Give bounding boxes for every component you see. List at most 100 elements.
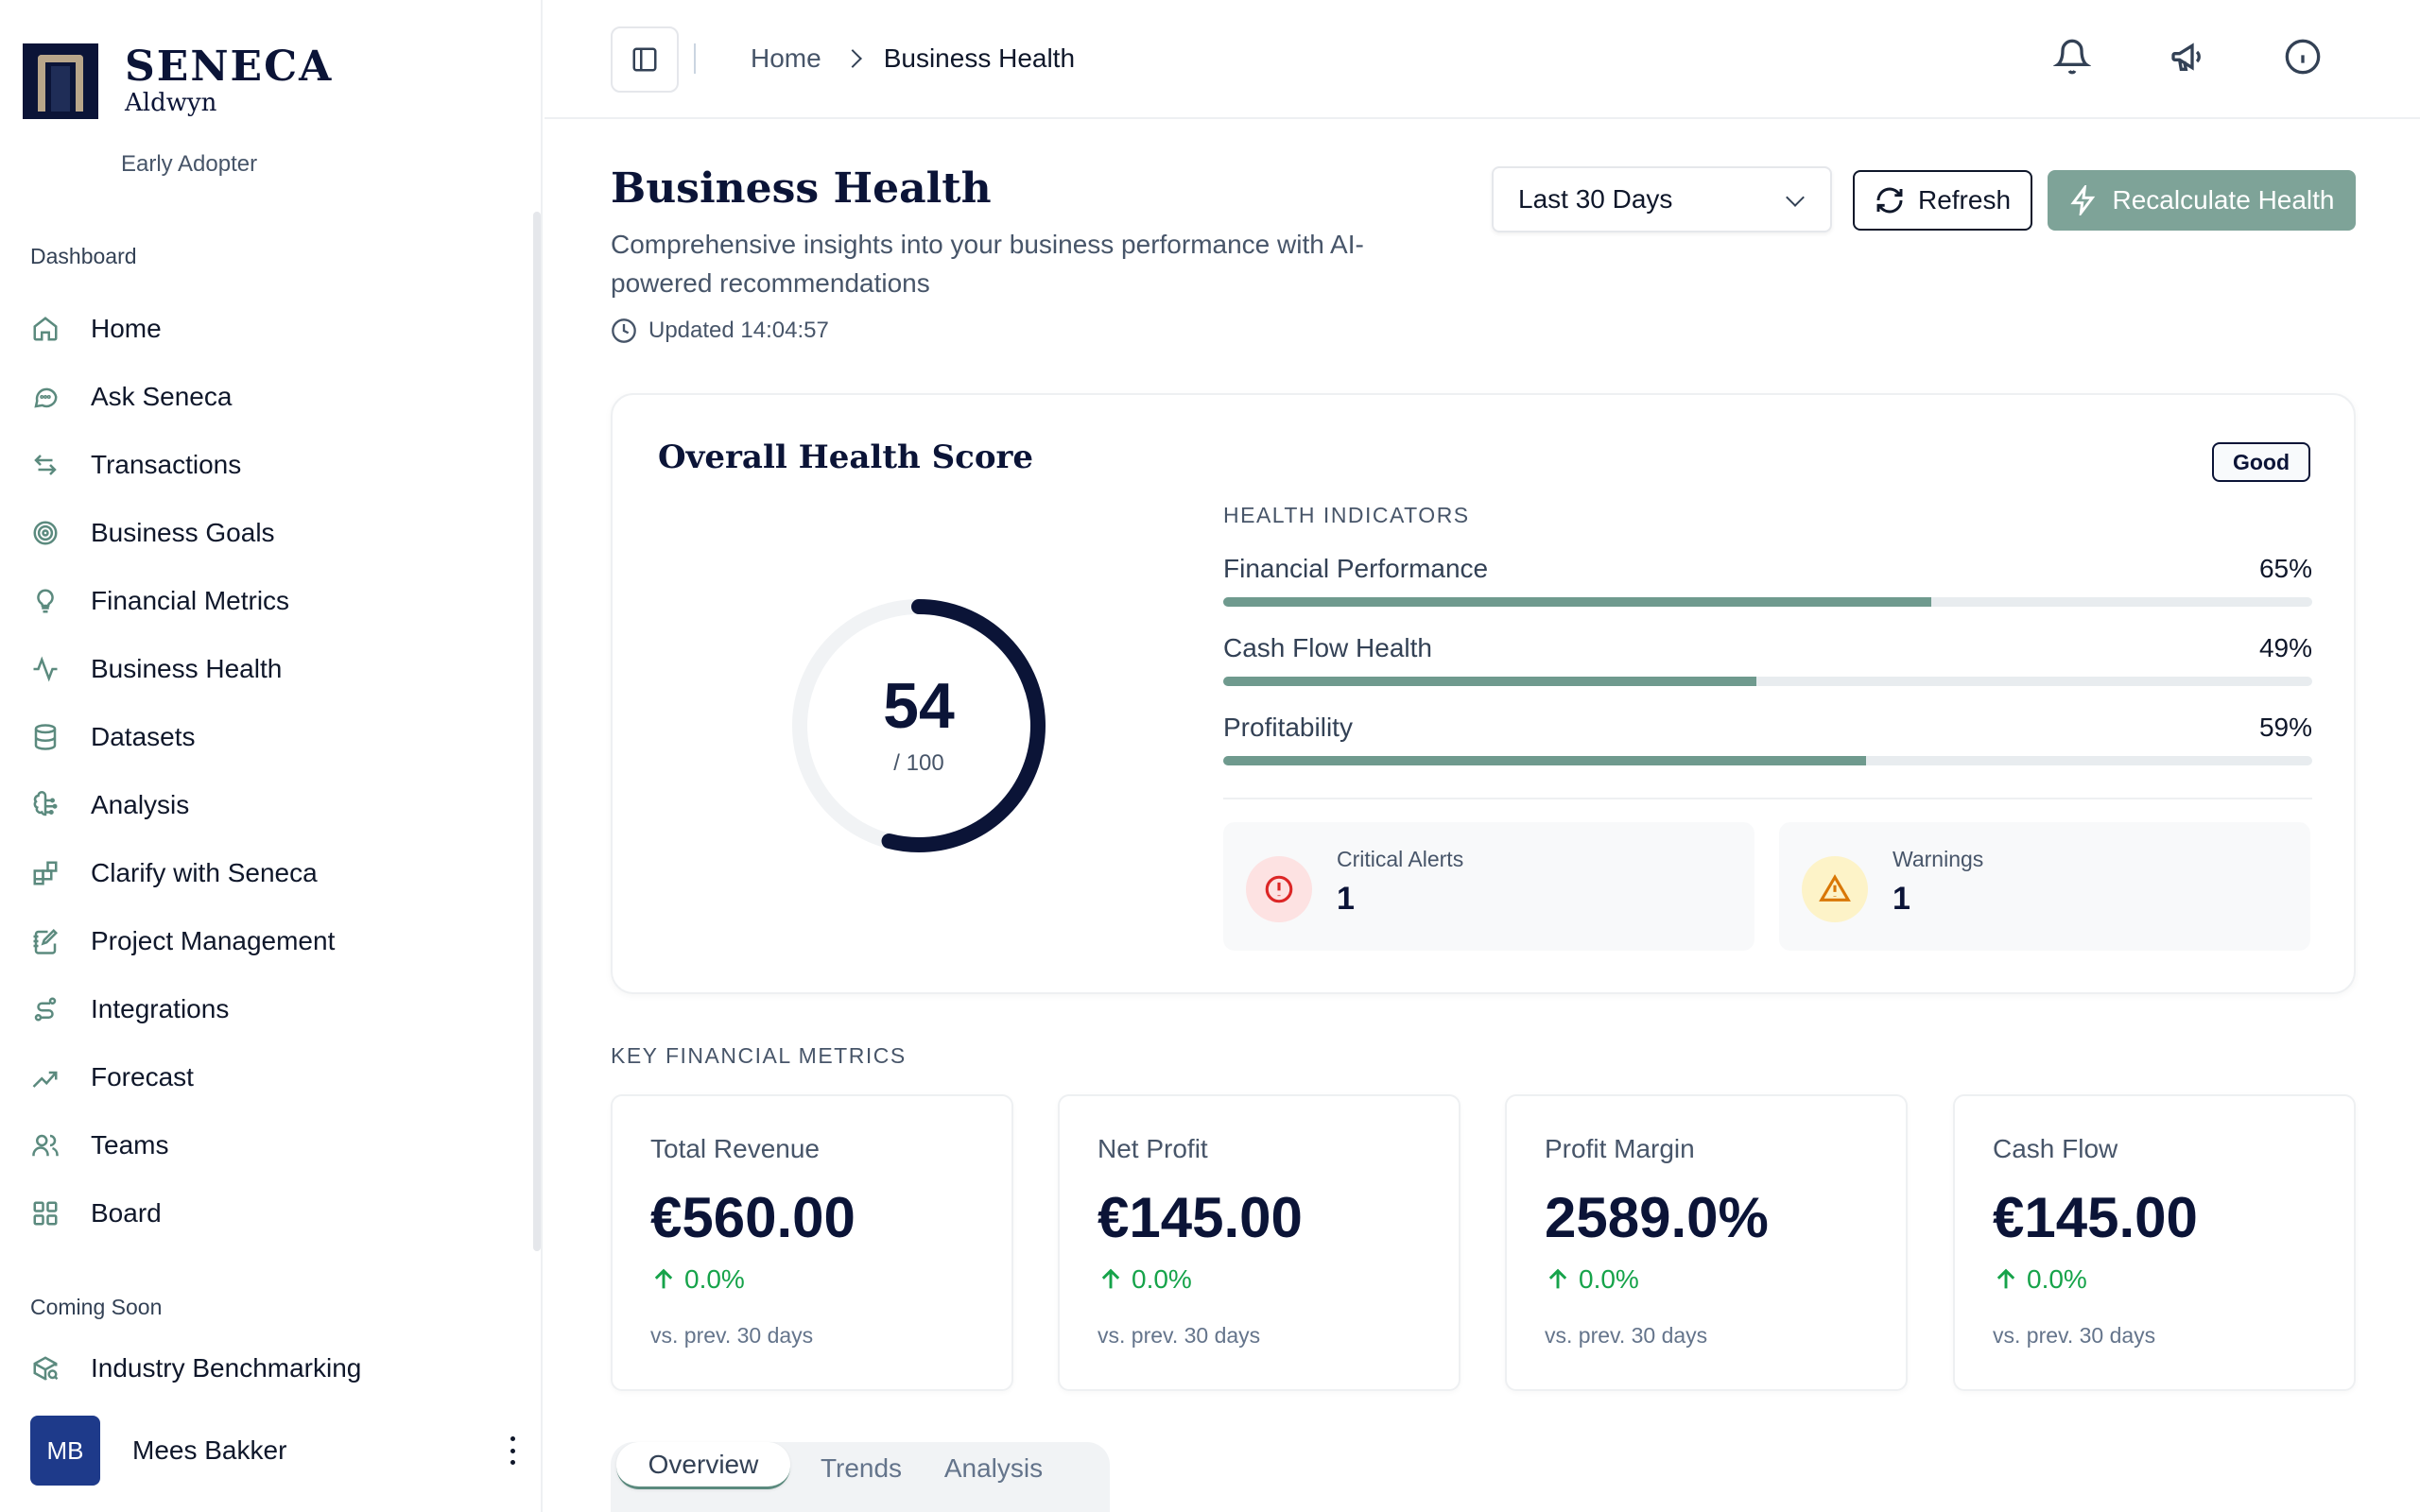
sidebar-item-business-goals[interactable]: Business Goals [30,499,522,567]
indicator-name: Financial Performance [1223,554,1489,583]
metric-card-net-profit[interactable]: Net Profit €145.00 0.0% vs. prev. 30 day… [1058,1094,1461,1391]
sidebar-toggle-button[interactable] [611,26,679,93]
brand-name: SENECA [125,43,334,91]
arrow-up-icon [1101,1268,1120,1289]
indicator-financial-performance: Financial Performance 65% [1223,554,2312,633]
topbar: Home Business Health [544,0,2420,119]
critical-alerts-box[interactable]: Critical Alerts 1 [1223,822,1754,951]
clock-icon [612,318,636,343]
indicator-profitability: Profitability 59% [1223,713,2312,792]
health-card-title: Overall Health Score [658,438,1034,476]
sidebar-item-board[interactable]: Board [30,1179,522,1247]
last-updated-text: Updated 14:04:57 [648,318,829,343]
sidebar-item-integrations[interactable]: Integrations [30,975,522,1043]
user-profile[interactable]: MB Mees Bakker [30,1416,522,1486]
sidebar-item-label: Clarify with Seneca [91,858,318,887]
announcements-button[interactable] [2169,38,2206,80]
sidebar-item-financial-metrics[interactable]: Financial Metrics [30,567,522,635]
tab-trends[interactable]: Trends [820,1453,903,1483]
sidebar-item-business-health[interactable]: Business Health [30,635,522,703]
sidebar-item-analysis[interactable]: Analysis [30,771,522,839]
tab-analysis[interactable]: Analysis [943,1453,1044,1483]
info-button[interactable] [2284,38,2322,80]
breadcrumb-home-link[interactable]: Home [751,43,821,73]
sidebar-scrollbar[interactable] [533,212,541,1251]
more-vertical-icon[interactable] [503,1436,522,1465]
metric-name: Cash Flow [1993,1134,2118,1163]
plan-label: Early Adopter [121,151,258,177]
warnings-box[interactable]: Warnings 1 [1779,822,2310,951]
indicator-cash-flow-health: Cash Flow Health 49% [1223,633,2312,713]
recalculate-label: Recalculate Health [2112,185,2335,215]
chat-icon [30,382,60,412]
activity-pulse-icon [30,654,60,684]
health-score-max: / 100 [893,750,944,776]
arrow-up-icon [654,1268,673,1289]
notebook-pen-icon [30,926,60,956]
recalculate-health-button[interactable]: Recalculate Health [2048,170,2356,231]
indicator-bar-fill [1223,677,1757,686]
sidebar-nav: Home Ask Seneca Transactions Business Go… [30,295,522,1247]
lightbulb-icon [30,586,60,616]
warnings-label: Warnings [1893,847,1984,871]
sidebar-item-teams[interactable]: Teams [30,1111,522,1179]
last-updated: Updated 14:04:57 [611,318,829,344]
route-icon [30,994,60,1024]
metric-card-cash-flow[interactable]: Cash Flow €145.00 0.0% vs. prev. 30 days [1953,1094,2356,1391]
sidebar: SENECA Aldwyn Early Adopter Dashboard Ho… [0,0,543,1512]
sidebar-item-industry-benchmarking[interactable]: Industry Benchmarking [30,1334,522,1402]
overall-health-card: Overall Health Score Good 54 / 100 HEALT… [611,393,2356,994]
sidebar-item-ask-seneca[interactable]: Ask Seneca [30,363,522,431]
sidebar-item-label: Integrations [91,994,230,1023]
sidebar-item-forecast[interactable]: Forecast [30,1043,522,1111]
refresh-button[interactable]: Refresh [1853,170,2032,231]
metric-name: Profit Margin [1545,1134,1695,1163]
panel-left-icon [632,47,657,72]
user-name: Mees Bakker [132,1435,287,1465]
metric-card-total-revenue[interactable]: Total Revenue €560.00 0.0% vs. prev. 30 … [611,1094,1013,1391]
sidebar-item-home[interactable]: Home [30,295,522,363]
sidebar-item-label: Business Health [91,654,283,683]
chevron-right-icon [842,49,862,68]
brain-icon [30,790,60,820]
health-indicators-label: HEALTH INDICATORS [1223,503,1470,527]
sidebar-item-label: Analysis [91,790,190,819]
notifications-button[interactable] [2052,38,2092,80]
breadcrumb: Home Business Health [751,43,1075,74]
home-icon [30,314,60,344]
sidebar-item-transactions[interactable]: Transactions [30,431,522,499]
trend-up-icon [30,1062,60,1092]
tab-overview[interactable]: Overview [616,1442,790,1489]
sidebar-item-label: Ask Seneca [91,382,233,411]
sidebar-item-project-management[interactable]: Project Management [30,907,522,975]
arrow-up-icon [1548,1268,1567,1289]
critical-alerts-count: 1 [1337,881,1355,917]
divider [1223,798,2312,799]
grid-icon [30,1198,60,1228]
indicator-value: 49% [2258,633,2312,662]
metric-change-value: 0.0% [2027,1264,2087,1294]
metric-change-value: 0.0% [1579,1264,1639,1294]
indicator-bar-track [1223,677,2312,686]
metric-change-value: 0.0% [1132,1264,1192,1294]
period-select[interactable]: Last 30 Days [1492,166,1832,232]
indicator-bar-fill [1223,597,1931,607]
sidebar-item-clarify[interactable]: Clarify with Seneca [30,839,522,907]
indicator-bar-track [1223,756,2312,765]
period-select-value: Last 30 Days [1518,184,1673,214]
toolbar-divider [694,43,696,74]
brand-logo[interactable]: SENECA Aldwyn [23,43,333,119]
warnings-count: 1 [1893,881,1910,917]
transfer-arrows-icon [30,450,60,480]
breadcrumb-current: Business Health [883,43,1076,73]
arrow-up-icon [1996,1268,2015,1289]
chevron-down-icon [1786,188,1805,207]
metric-card-profit-margin[interactable]: Profit Margin 2589.0% 0.0% vs. prev. 30 … [1505,1094,1908,1391]
sidebar-item-datasets[interactable]: Datasets [30,703,522,771]
megaphone-icon [2171,43,2201,71]
sidebar-item-label: Business Goals [91,518,275,547]
indicator-bar-track [1223,597,2312,607]
indicator-name: Cash Flow Health [1223,633,1432,662]
warning-triangle-icon [1802,856,1868,922]
metric-comparison: vs. prev. 30 days [1993,1323,2156,1348]
